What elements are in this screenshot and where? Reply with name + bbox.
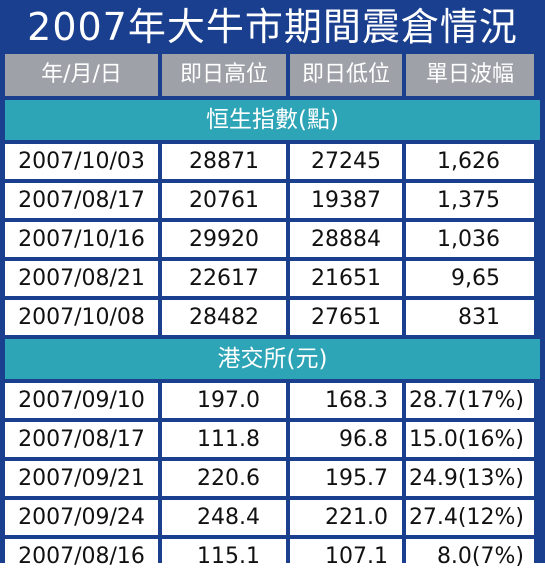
- table-row: 2007/08/16 115.1 107.1 8.0(7%): [5, 539, 540, 574]
- cell-low: 168.3: [290, 383, 402, 418]
- section-hkex: 2007/09/10 197.0 168.3 28.7(17%) 2007/08…: [5, 383, 540, 574]
- table-row: 2007/09/10 197.0 168.3 28.7(17%): [5, 383, 540, 418]
- cell-range: 27.4(12%): [406, 500, 534, 535]
- header-day-range: 單日波幅: [406, 54, 534, 96]
- header-row: 年/月/日 即日高位 即日低位 單日波幅: [5, 54, 540, 96]
- cell-high: 111.8: [162, 422, 286, 457]
- section-hsi: 2007/10/03 28871 27245 1,626 2007/08/17 …: [5, 144, 540, 335]
- cell-low: 27651: [290, 300, 402, 335]
- cell-date: 2007/10/03: [5, 144, 158, 179]
- cell-range: 15.0(16%): [406, 422, 534, 457]
- cell-high: 248.4: [162, 500, 286, 535]
- cell-low: 19387: [290, 183, 402, 218]
- section-hsi-label: 恒生指數(點): [5, 100, 540, 140]
- cell-range: 9,65: [406, 261, 534, 296]
- cell-range: 1,626: [406, 144, 534, 179]
- cell-high: 20761: [162, 183, 286, 218]
- cell-date: 2007/09/24: [5, 500, 158, 535]
- cell-date: 2007/09/21: [5, 461, 158, 496]
- table-row: 2007/08/17 111.8 96.8 15.0(16%): [5, 422, 540, 457]
- table-row: 2007/10/08 28482 27651 831: [5, 300, 540, 335]
- cell-low: 107.1: [290, 539, 402, 574]
- cell-date: 2007/08/17: [5, 183, 158, 218]
- cell-date: 2007/08/17: [5, 422, 158, 457]
- cell-high: 28482: [162, 300, 286, 335]
- cell-high: 28871: [162, 144, 286, 179]
- table-title: 2007年大牛市期間震倉情況: [27, 5, 518, 49]
- cell-date: 2007/10/16: [5, 222, 158, 257]
- table-row: 2007/09/24 248.4 221.0 27.4(12%): [5, 500, 540, 535]
- cell-low: 28884: [290, 222, 402, 257]
- cell-range: 831: [406, 300, 534, 335]
- header-day-low: 即日低位: [290, 54, 402, 96]
- cell-low: 221.0: [290, 500, 402, 535]
- cell-low: 96.8: [290, 422, 402, 457]
- table-row: 2007/08/21 22617 21651 9,65: [5, 261, 540, 296]
- table-row: 2007/10/03 28871 27245 1,626: [5, 144, 540, 179]
- header-date: 年/月/日: [5, 54, 158, 96]
- section-hkex-label: 港交所(元): [5, 339, 540, 379]
- cell-high: 220.6: [162, 461, 286, 496]
- table-row: 2007/09/21 220.6 195.7 24.9(13%): [5, 461, 540, 496]
- cell-range: 1,375: [406, 183, 534, 218]
- cell-low: 27245: [290, 144, 402, 179]
- cell-date: 2007/08/21: [5, 261, 158, 296]
- cell-date: 2007/08/16: [5, 539, 158, 574]
- cell-high: 197.0: [162, 383, 286, 418]
- cell-low: 195.7: [290, 461, 402, 496]
- table-row: 2007/10/16 29920 28884 1,036: [5, 222, 540, 257]
- header-day-high: 即日高位: [162, 54, 286, 96]
- cell-high: 29920: [162, 222, 286, 257]
- cell-low: 21651: [290, 261, 402, 296]
- cell-date: 2007/09/10: [5, 383, 158, 418]
- cell-date: 2007/10/08: [5, 300, 158, 335]
- cell-high: 115.1: [162, 539, 286, 574]
- cell-range: 24.9(13%): [406, 461, 534, 496]
- cell-range: 1,036: [406, 222, 534, 257]
- cell-range: 8.0(7%): [406, 539, 534, 574]
- cell-range: 28.7(17%): [406, 383, 534, 418]
- table-row: 2007/08/17 20761 19387 1,375: [5, 183, 540, 218]
- cell-high: 22617: [162, 261, 286, 296]
